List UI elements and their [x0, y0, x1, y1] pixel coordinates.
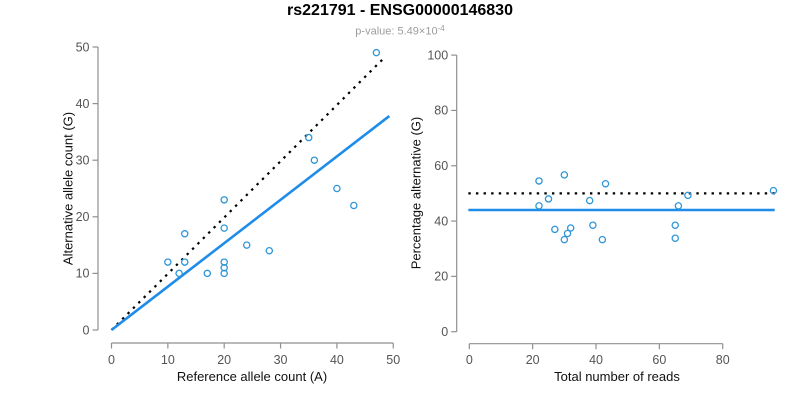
- x-tick-label: 30: [274, 353, 288, 367]
- left-scatter-plot: 0 10 20 30 40 50 0 10 20 30 40 50 Reference allele c…: [61, 40, 401, 384]
- data-point: [674, 202, 683, 210]
- x-tick-label: 20: [526, 353, 540, 367]
- y-tick-label: 50: [76, 40, 90, 54]
- data-point: [203, 269, 212, 278]
- data-point: [310, 156, 319, 164]
- data-point: [242, 241, 251, 249]
- identity-line: [110, 56, 386, 331]
- p-value-exponent: -4: [437, 23, 445, 33]
- data-point: [589, 221, 597, 229]
- right-scatter-plot: 0 20 40 60 80 100 0 20 40 60 80 Total number of rea…: [409, 48, 778, 384]
- p-value-text: p-value: 5.49×10: [355, 25, 438, 38]
- y-axis-title: Alternative allele count (G): [61, 112, 76, 265]
- data-point: [265, 247, 274, 255]
- x-tick-label: 40: [330, 353, 344, 367]
- data-point: [350, 201, 358, 210]
- data-point: [585, 196, 594, 205]
- y-tick-label: 20: [76, 210, 90, 224]
- data-point: [560, 171, 569, 179]
- data-point: [304, 133, 313, 142]
- x-tick-label: 50: [386, 353, 400, 367]
- data-point: [220, 196, 228, 204]
- data-point: [372, 48, 381, 57]
- y-tick-label: 40: [434, 214, 448, 228]
- y-tick-label: 40: [76, 97, 90, 111]
- y-tick-label: 20: [434, 270, 448, 284]
- y-tick-label: 30: [76, 154, 90, 168]
- x-tick-label: 20: [217, 353, 231, 367]
- data-point: [671, 234, 679, 242]
- x-tick-label: 60: [652, 353, 666, 367]
- data-point: [175, 269, 183, 278]
- figure-subtitle: p-value: 5.49×10-4: [0, 23, 800, 38]
- data-point: [551, 225, 559, 234]
- x-axis-title: Reference allele count (A): [177, 369, 327, 384]
- x-tick-label: 0: [466, 353, 473, 367]
- data-point: [535, 177, 543, 185]
- y-tick-label: 100: [427, 48, 448, 62]
- data-point: [220, 224, 228, 232]
- data-point: [601, 179, 610, 188]
- x-tick-label: 10: [161, 353, 175, 367]
- data-point: [560, 235, 569, 244]
- data-point: [566, 224, 575, 232]
- x-tick-label: 0: [108, 353, 115, 367]
- y-tick-label: 10: [76, 267, 90, 281]
- data-point: [535, 202, 543, 210]
- data-point: [164, 258, 172, 266]
- data-point: [563, 229, 572, 238]
- y-tick-label: 0: [83, 323, 90, 337]
- data-point: [181, 258, 189, 266]
- data-point: [333, 184, 341, 193]
- data-point: [769, 186, 778, 195]
- y-tick-label: 0: [441, 325, 448, 339]
- y-tick-label: 80: [434, 104, 448, 118]
- data-point: [684, 191, 692, 200]
- data-point: [220, 269, 228, 278]
- y-tick-label: 60: [434, 159, 448, 173]
- figure-title: rs221791 - ENSG00000146830: [287, 2, 513, 19]
- data-point: [181, 230, 189, 238]
- regression-line: [110, 115, 391, 332]
- x-tick-label: 80: [716, 353, 730, 367]
- x-tick-label: 40: [589, 353, 603, 367]
- data-point: [671, 221, 679, 229]
- x-axis-title: Total number of reads: [554, 369, 680, 384]
- data-point: [598, 235, 607, 244]
- y-axis-title: Percentage alternative (G): [409, 117, 424, 269]
- data-point: [544, 195, 553, 203]
